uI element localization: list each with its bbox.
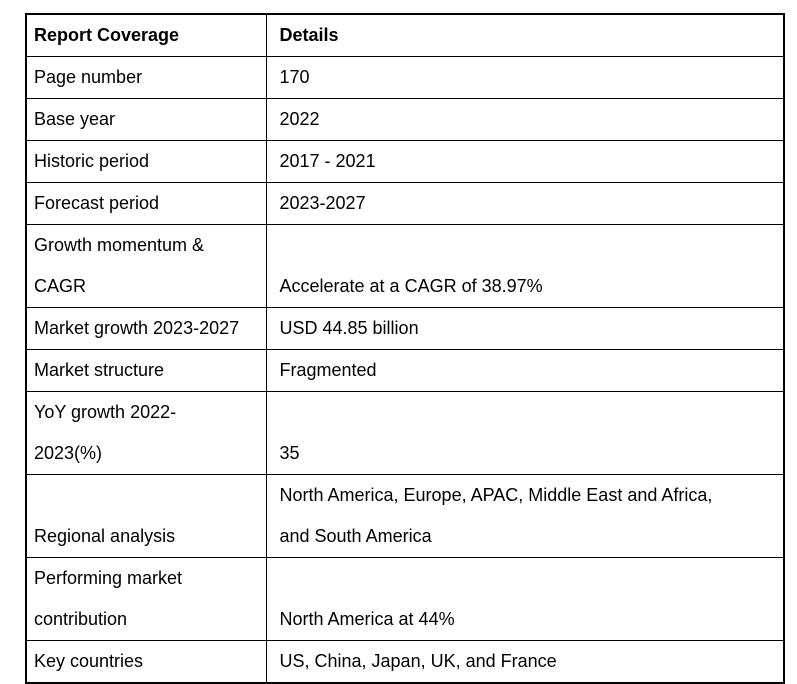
table-row-performing-market-contribution: Performing market contribution North Ame… [25, 557, 785, 641]
coverage-cell: Regional analysis [25, 474, 267, 558]
coverage-cell: Performing market contribution [25, 557, 267, 641]
coverage-cell: YoY growth 2022- 2023(%) [25, 391, 267, 475]
table-row-market-growth: Market growth 2023-2027 USD 44.85 billio… [25, 307, 785, 350]
details-cell: USD 44.85 billion [265, 307, 785, 350]
table-row-historic-period: Historic period 2017 - 2021 [25, 140, 785, 183]
table-row-page-number: Page number 170 [25, 56, 785, 99]
coverage-cell: Market growth 2023-2027 [25, 307, 267, 350]
table-row-regional-analysis: Regional analysis North America, Europe,… [25, 474, 785, 558]
table-row-yoy-growth: YoY growth 2022- 2023(%) 35 [25, 391, 785, 475]
report-coverage-table-container: Report Coverage Details Page number 170 … [25, 13, 785, 684]
table-row-market-structure: Market structure Fragmented [25, 349, 785, 392]
column-header-report-coverage: Report Coverage [25, 13, 267, 57]
coverage-cell: Market structure [25, 349, 267, 392]
coverage-cell: Growth momentum & CAGR [25, 224, 267, 308]
coverage-cell: Historic period [25, 140, 267, 183]
details-cell: 2023-2027 [265, 182, 785, 225]
table-row-key-countries: Key countries US, China, Japan, UK, and … [25, 640, 785, 684]
details-cell: North America at 44% [265, 557, 785, 641]
details-cell: 2022 [265, 98, 785, 141]
details-cell: 170 [265, 56, 785, 99]
details-cell: 35 [265, 391, 785, 475]
report-coverage-table: Report Coverage Details Page number 170 … [25, 13, 785, 684]
table-row-forecast-period: Forecast period 2023-2027 [25, 182, 785, 225]
coverage-cell: Page number [25, 56, 267, 99]
table-row-base-year: Base year 2022 [25, 98, 785, 141]
details-cell: Accelerate at a CAGR of 38.97% [265, 224, 785, 308]
header-row: Report Coverage Details [25, 13, 785, 57]
details-cell: North America, Europe, APAC, Middle East… [265, 474, 785, 558]
details-cell: Fragmented [265, 349, 785, 392]
coverage-cell: Key countries [25, 640, 267, 684]
details-cell: US, China, Japan, UK, and France [265, 640, 785, 684]
coverage-cell: Base year [25, 98, 267, 141]
column-header-details: Details [265, 13, 785, 57]
table-row-growth-momentum-cagr: Growth momentum & CAGR Accelerate at a C… [25, 224, 785, 308]
coverage-cell: Forecast period [25, 182, 267, 225]
details-cell: 2017 - 2021 [265, 140, 785, 183]
